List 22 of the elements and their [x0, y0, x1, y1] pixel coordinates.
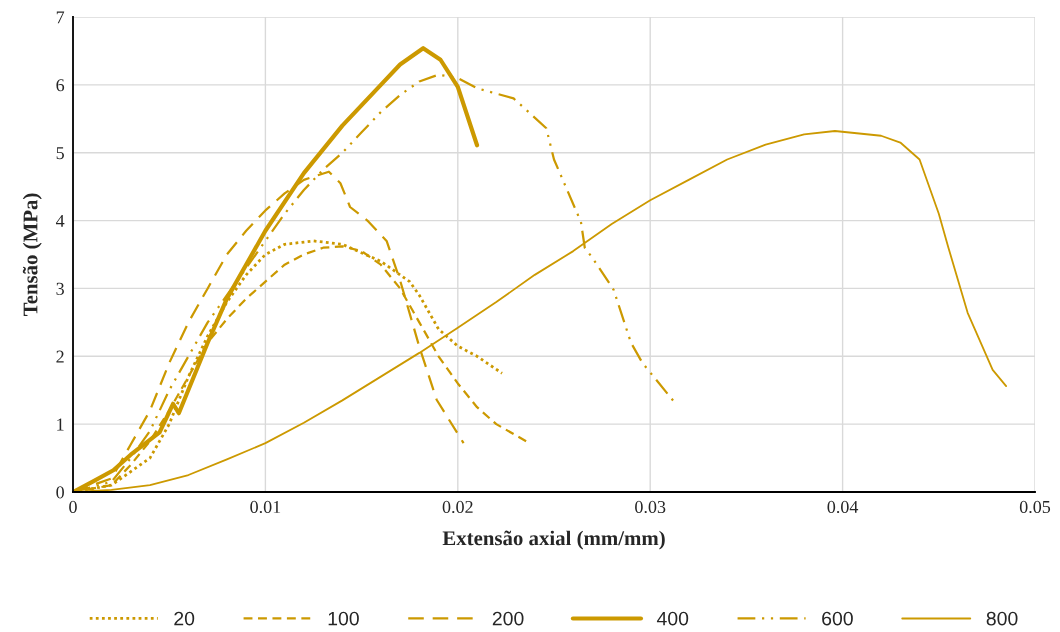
x-tick-label: 0: [69, 500, 77, 514]
x-axis-title: Extensão axial (mm/mm): [442, 530, 665, 550]
y-tick-label: 0: [56, 486, 64, 499]
legend-label: 20: [174, 611, 195, 626]
legend-label: 600: [822, 611, 853, 626]
legend-label: 800: [986, 611, 1018, 626]
y-tick-label: 4: [55, 214, 65, 227]
x-tick-label: 0.04: [827, 500, 859, 514]
y-axis-title: Tensão (MPa): [22, 193, 42, 316]
y-tick-label: 7: [56, 11, 65, 24]
x-tick-label: 0.01: [250, 500, 281, 514]
legend-label: 200: [492, 611, 524, 626]
y-tick-label: 2: [56, 350, 64, 363]
y-tick-label: 3: [56, 282, 64, 295]
legend-label: 100: [328, 611, 359, 626]
y-tick-label: 1: [57, 418, 64, 431]
x-tick-label: 0.03: [635, 500, 666, 514]
y-tick-label: 5: [56, 147, 64, 160]
legend-label: 400: [656, 611, 689, 626]
x-tick-label: 0.05: [1019, 500, 1051, 514]
x-tick-label: 0.02: [442, 500, 473, 514]
y-tick-label: 6: [56, 79, 65, 92]
